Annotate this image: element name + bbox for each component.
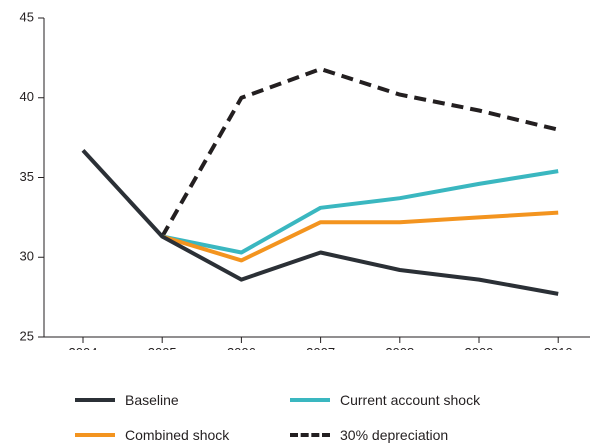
legend-swatch-combined-shock — [75, 433, 115, 437]
series-lines — [81, 67, 559, 296]
y-tick-label: 40 — [20, 89, 34, 104]
x-axis: 2004 2005 2006 2007 2008 2009 2010 — [44, 336, 590, 350]
x-tick-label: 2005 — [148, 345, 177, 350]
x-tick-label: 2006 — [227, 345, 256, 350]
y-tick-label: 35 — [20, 169, 34, 184]
y-axis: 25 30 35 40 45 — [20, 9, 45, 343]
legend-swatch-current-account-shock — [290, 398, 330, 402]
legend-label-combined-shock: Combined shock — [125, 427, 230, 443]
x-tick-label: 2010 — [544, 345, 573, 350]
legend-label-30-depreciation: 30% depreciation — [340, 427, 449, 443]
series-line-baseline — [81, 149, 559, 296]
series-line-current-account-shock — [161, 169, 559, 255]
series-line-30pct-depreciation — [160, 67, 559, 238]
legend-item-combined-shock: Combined shock — [75, 425, 229, 445]
y-tick-label: 45 — [20, 9, 34, 24]
legend-swatch-baseline — [75, 398, 115, 402]
x-tick-label: 2004 — [69, 345, 98, 350]
x-tick-label: 2009 — [465, 345, 494, 350]
legend-item-30-depreciation: 30% depreciation — [290, 425, 448, 445]
x-tick-label: 2007 — [306, 345, 335, 350]
legend-item-baseline: Baseline — [75, 390, 179, 410]
legend-swatch-30-depreciation — [290, 433, 330, 437]
line-chart: 25 30 35 40 45 2004 2005 2006 2007 2008 2009 2010 — [20, 9, 590, 350]
legend-item-current-account-shock: Current account shock — [290, 390, 480, 410]
x-tick-label: 2008 — [385, 345, 414, 350]
y-tick-label: 25 — [20, 328, 34, 343]
legend-label-current-account-shock: Current account shock — [340, 392, 481, 408]
series-line-combined-shock — [161, 210, 559, 263]
y-tick-label: 30 — [20, 249, 34, 264]
legend-label-baseline: Baseline — [125, 392, 179, 408]
